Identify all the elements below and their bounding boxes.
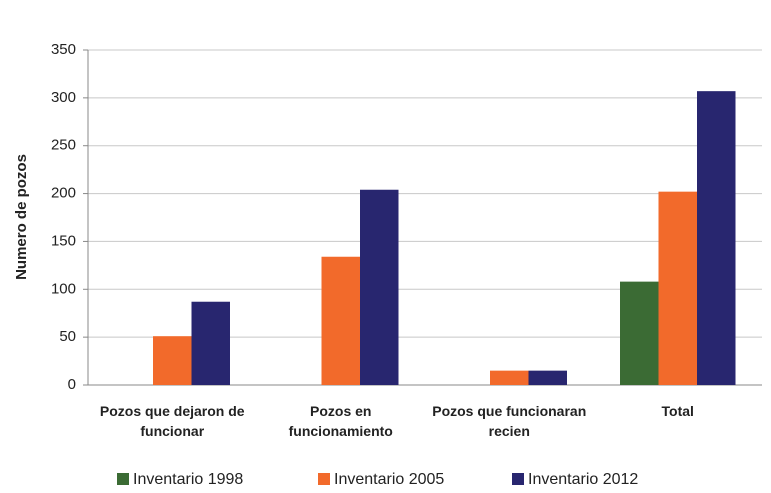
y-tick-label: 150 — [51, 232, 76, 249]
y-tick-label: 100 — [51, 280, 76, 297]
bar — [697, 91, 736, 386]
legend-swatch — [318, 473, 330, 485]
y-tick-label: 0 — [68, 376, 76, 393]
y-axis-label: Numero de pozos — [13, 154, 30, 280]
legend-swatch — [512, 473, 524, 485]
bar — [490, 370, 529, 385]
bar — [321, 256, 360, 385]
bar — [528, 370, 567, 385]
legend-label: Inventario 2005 — [334, 471, 444, 488]
x-tick-label: Pozos que funcionaran recien — [432, 403, 587, 439]
y-tick-label: 300 — [51, 89, 76, 106]
x-tick-label: Pozos en funcionamiento — [288, 403, 393, 439]
legend-swatch — [117, 473, 129, 485]
bar — [360, 189, 399, 385]
bar — [658, 191, 697, 385]
y-tick-label: 50 — [59, 328, 76, 345]
bar — [153, 336, 192, 385]
x-tick-label: Pozos que dejaron de funcionar — [99, 403, 245, 439]
y-tick-label: 250 — [51, 137, 76, 154]
y-tick-label: 200 — [51, 185, 76, 202]
x-tick-label: Total — [661, 403, 694, 419]
legend-label: Inventario 1998 — [133, 471, 243, 488]
bar — [620, 281, 659, 385]
legend-label: Inventario 2012 — [528, 471, 638, 488]
y-tick-label: 350 — [51, 41, 76, 58]
bar — [191, 301, 230, 385]
